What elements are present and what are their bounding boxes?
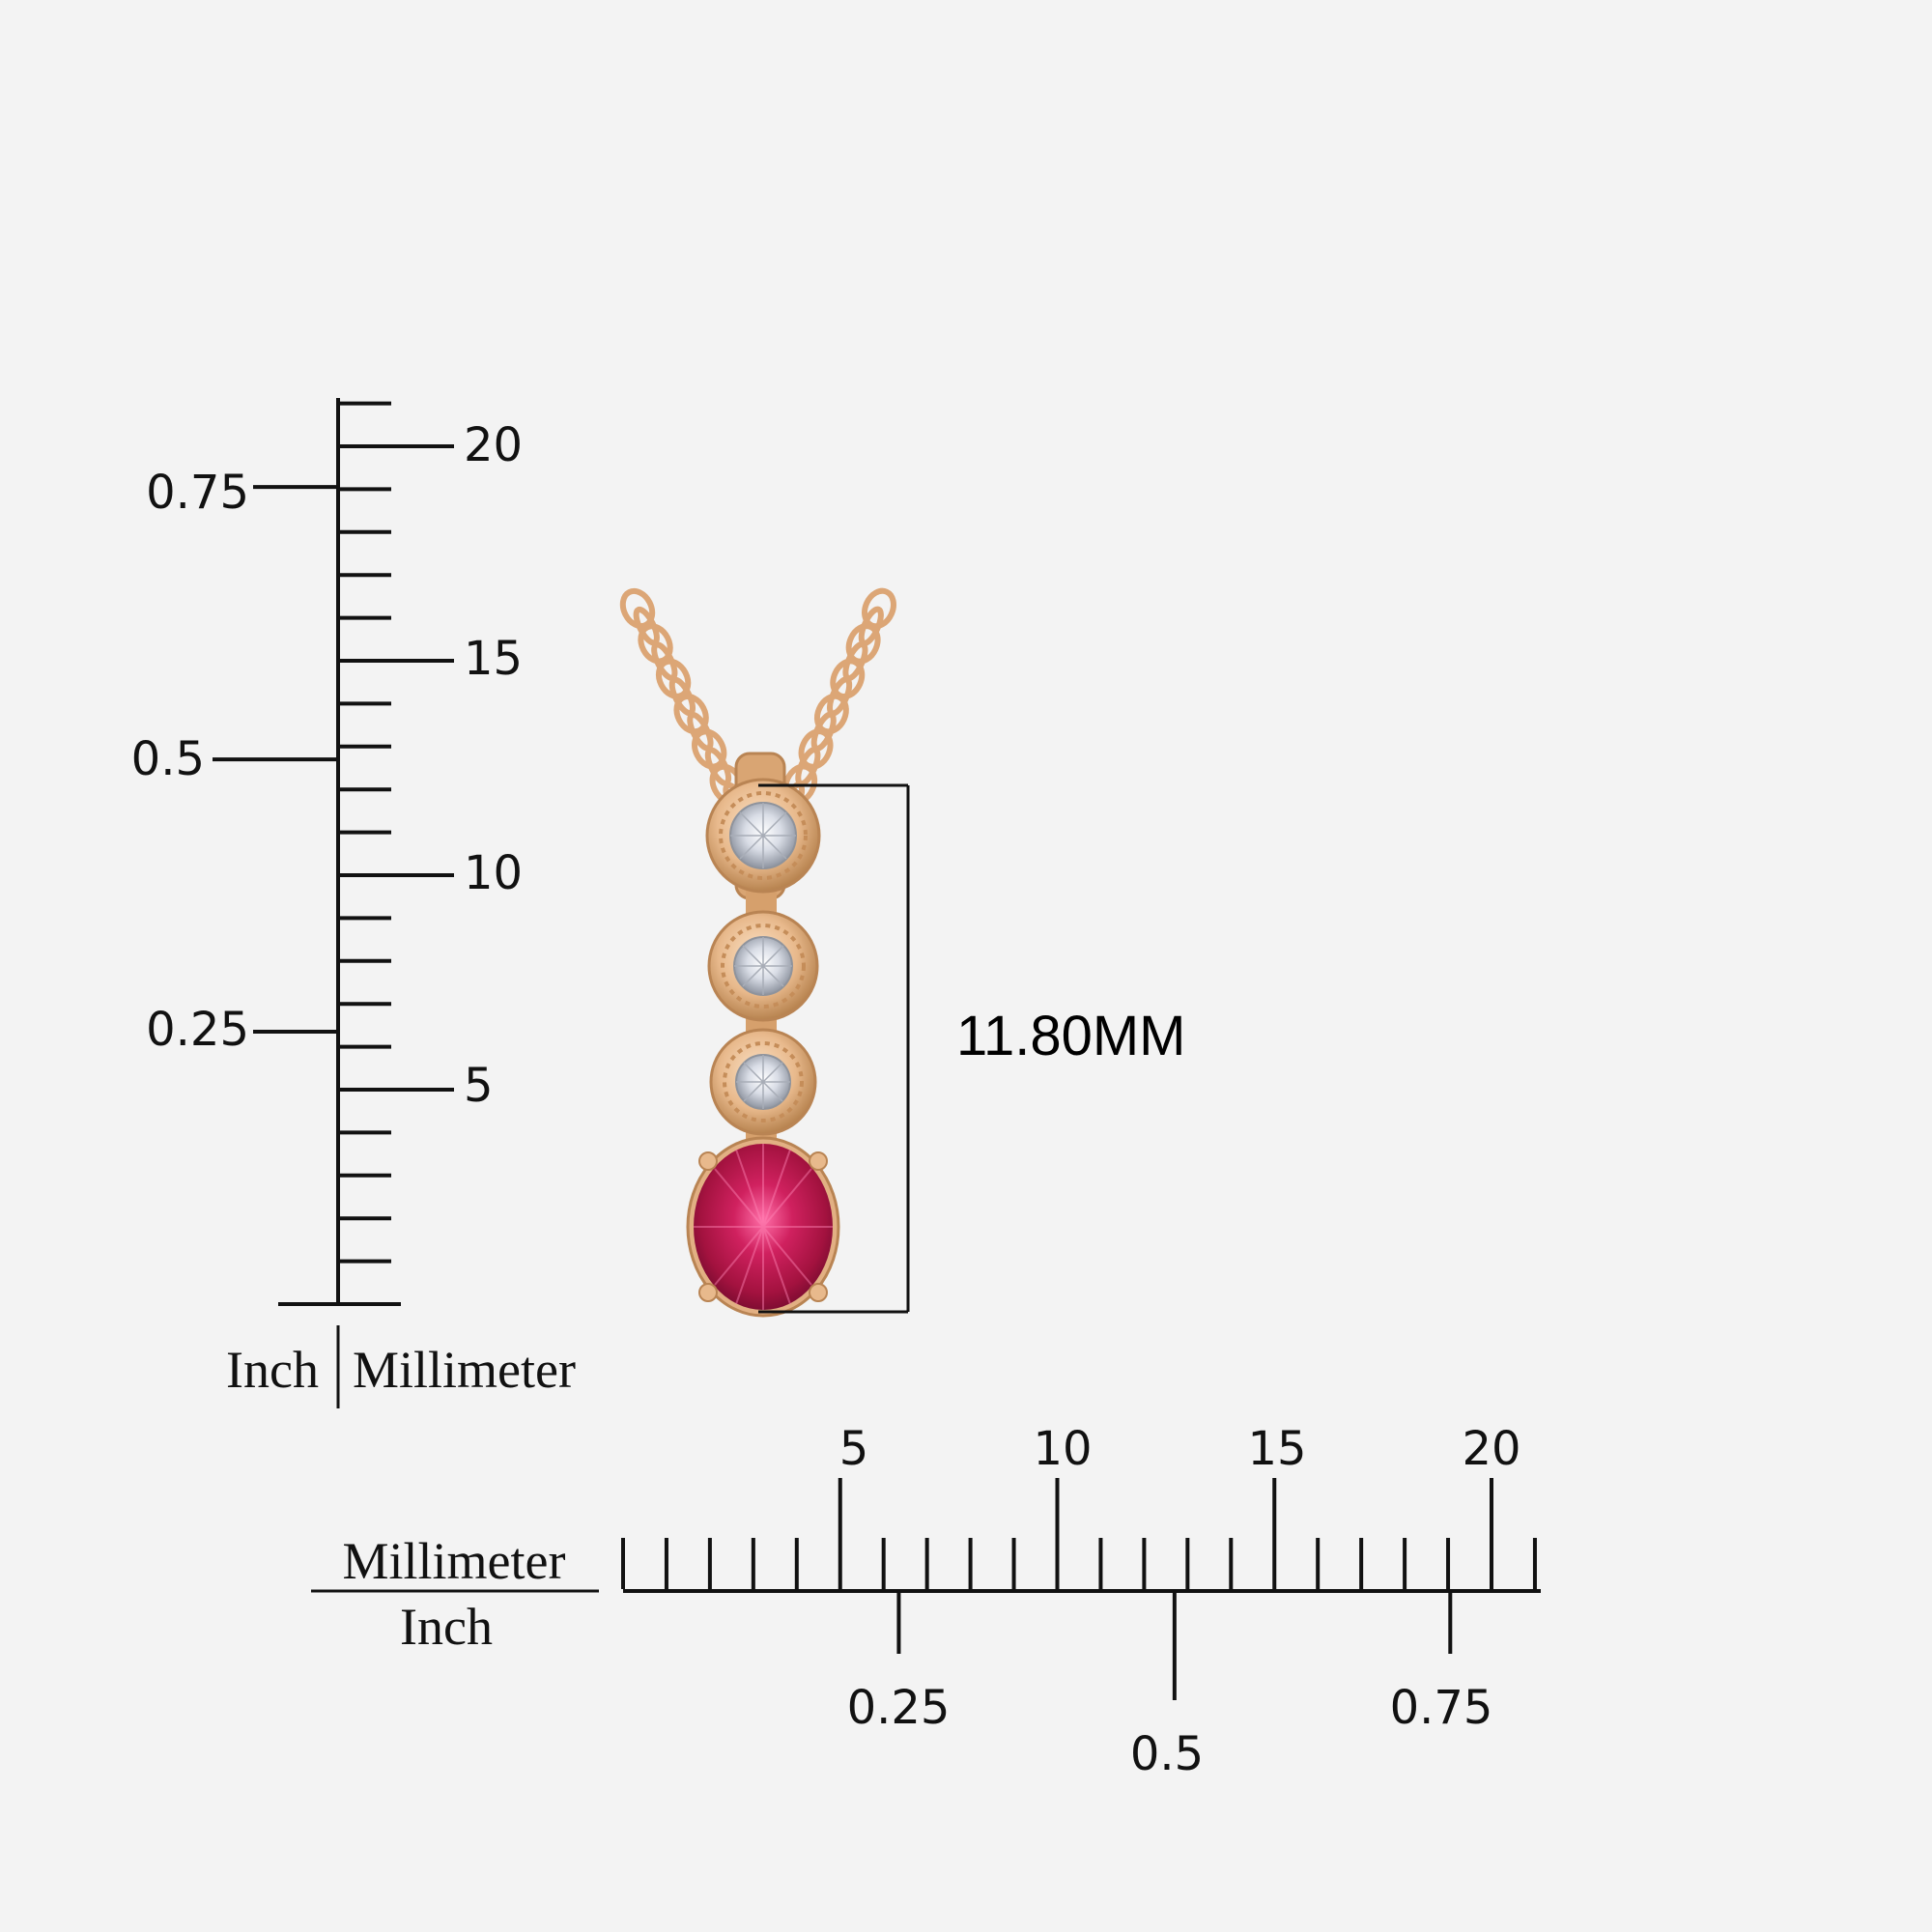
vertical-mm-label-20: 20 xyxy=(464,418,523,472)
vertical-ruler-unit-inch: Inch xyxy=(226,1341,319,1399)
horizontal-mm-label-15: 15 xyxy=(1247,1422,1306,1476)
dimension-bracket xyxy=(758,783,910,1314)
oval-ruby-setting xyxy=(686,1136,840,1318)
vertical-inch-label-025: 0.25 xyxy=(146,1003,249,1057)
prong-bottom-left xyxy=(698,1283,718,1302)
dimension-label: 11.80MM xyxy=(956,1005,1185,1067)
vertical-mm-label-5: 5 xyxy=(464,1059,494,1113)
horizontal-ruler-mm-ticks xyxy=(621,1478,1537,1589)
vertical-ruler-unit-millimeter: Millimeter xyxy=(353,1341,576,1399)
oval-ruby-stone xyxy=(694,1144,833,1310)
vertical-mm-label-15: 15 xyxy=(464,632,523,686)
vertical-ruler-mm-ticks xyxy=(340,401,454,1264)
horizontal-mm-label-20: 20 xyxy=(1462,1422,1520,1476)
horizontal-ruler-unit-millimeter: Millimeter xyxy=(343,1532,566,1590)
horizontal-ruler-inch-ticks xyxy=(896,1593,1453,1700)
necklace-chain xyxy=(619,587,896,822)
horizontal-mm-label-5: 5 xyxy=(839,1422,869,1476)
diamond-setting-1 xyxy=(705,778,821,894)
horizontal-inch-label-025: 0.25 xyxy=(847,1681,951,1735)
diamond-setting-3 xyxy=(709,1028,817,1136)
horizontal-inch-label-05: 0.5 xyxy=(1130,1727,1204,1781)
prong-bottom-right xyxy=(809,1283,828,1302)
vertical-ruler-inch-ticks xyxy=(213,485,336,1035)
horizontal-ruler-unit-inch: Inch xyxy=(400,1598,493,1656)
vertical-inch-label-05: 0.5 xyxy=(131,732,205,786)
vertical-mm-label-10: 10 xyxy=(464,846,523,900)
pendant xyxy=(686,752,840,1318)
vertical-ruler xyxy=(278,398,401,1408)
prong-top-right xyxy=(809,1151,828,1171)
diamond-setting-2 xyxy=(707,910,819,1022)
prong-top-left xyxy=(698,1151,718,1171)
vertical-inch-label-075: 0.75 xyxy=(146,466,249,520)
horizontal-mm-label-10: 10 xyxy=(1033,1422,1092,1476)
horizontal-inch-label-075: 0.75 xyxy=(1390,1681,1493,1735)
